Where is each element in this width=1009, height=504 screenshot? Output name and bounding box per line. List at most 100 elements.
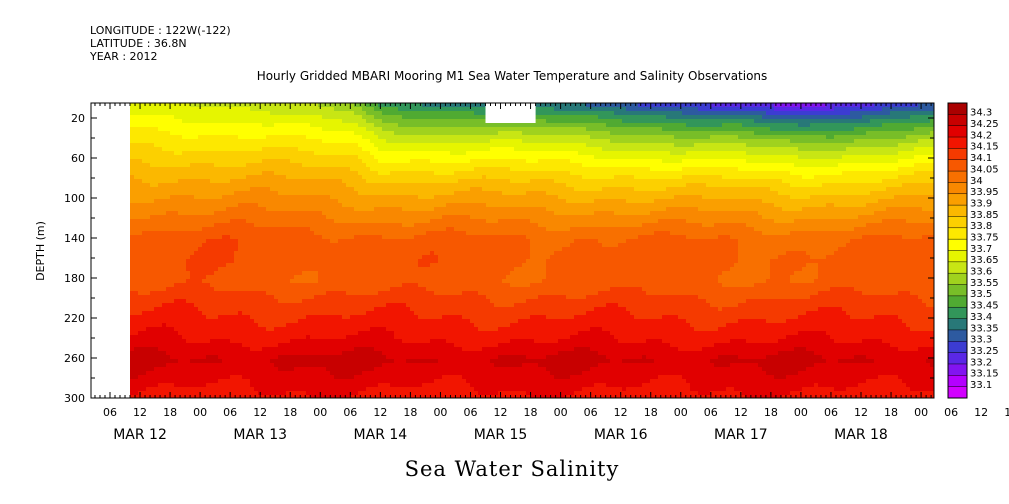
colorbar-swatch <box>948 137 967 149</box>
colorbar-swatch <box>948 318 967 331</box>
colorbar-swatch <box>948 273 967 285</box>
colorbar-swatch <box>948 171 967 183</box>
colorbar-label: 33.65 <box>970 255 999 266</box>
colorbar-label: 34.3 <box>970 108 992 119</box>
colorbar-swatch <box>948 341 967 353</box>
x-hour-label: 18 <box>644 406 658 419</box>
colorbar-swatch <box>948 205 967 217</box>
colorbar-swatch <box>948 295 967 308</box>
colorbar-label: 33.3 <box>970 335 992 346</box>
colorbar-swatch <box>948 239 967 251</box>
colorbar-label: 33.55 <box>970 278 999 289</box>
colorbar-swatch <box>948 159 967 172</box>
colorbar-label: 33.35 <box>970 323 999 334</box>
colorbar-label: 33.1 <box>970 380 992 391</box>
colorbar-swatch <box>948 216 967 229</box>
colorbar-label: 34.2 <box>970 130 992 141</box>
x-hour-label: 12 <box>253 406 267 419</box>
x-hour-label: 00 <box>674 406 688 419</box>
colorbar-swatch <box>948 125 967 138</box>
plot-frame <box>90 102 935 399</box>
colorbar-swatch <box>948 375 967 387</box>
x-hour-label: 18 <box>884 406 898 419</box>
chart-title: Hourly Gridded MBARI Mooring M1 Sea Wate… <box>257 69 768 83</box>
x-hour-label: 00 <box>914 406 928 419</box>
colorbar-label: 34 <box>970 176 983 187</box>
colorbar-label: 33.7 <box>970 244 992 255</box>
x-hour-label: 06 <box>103 406 117 419</box>
x-hour-label: 00 <box>193 406 207 419</box>
x-hour-label: 06 <box>463 406 477 419</box>
x-hour-label: 12 <box>734 406 748 419</box>
colorbar-label: 34.1 <box>970 153 992 164</box>
year-label: YEAR : 2012 <box>89 50 158 63</box>
x-day-label: MAR 14 <box>354 427 408 443</box>
x-hour-label: 12 <box>614 406 628 419</box>
x-day-label: MAR 16 <box>594 427 648 443</box>
colorbar-swatch <box>948 148 967 161</box>
y-tick-label: 220 <box>64 312 85 325</box>
colorbar-swatch <box>948 103 967 115</box>
x-hour-label: 06 <box>944 406 958 419</box>
x-hour-label: 06 <box>824 406 838 419</box>
y-tick-label: 60 <box>71 152 85 165</box>
x-hour-label: 18 <box>163 406 177 419</box>
x-day-label: MAR 13 <box>233 427 287 443</box>
missing-data-block <box>485 103 536 123</box>
colorbar-label: 33.75 <box>970 233 999 244</box>
x-hour-label: 12 <box>974 406 988 419</box>
colorbar-label: 33.9 <box>970 198 992 209</box>
y-tick-label: 180 <box>64 272 85 285</box>
x-hour-label: 18 <box>524 406 538 419</box>
longitude-label: LONGITUDE : 122W(-122) <box>90 24 231 37</box>
x-hour-label: 00 <box>433 406 447 419</box>
colorbar-swatch <box>948 284 967 297</box>
latitude-label: LATITUDE : 36.8N <box>90 37 187 50</box>
colorbar-label: 34.15 <box>970 142 999 153</box>
x-hour-label: 18 <box>403 406 417 419</box>
x-hour-label: 06 <box>584 406 598 419</box>
x-hour-label: 18 <box>283 406 297 419</box>
heatmap-field <box>130 103 935 399</box>
x-day-label: MAR 18 <box>834 427 888 443</box>
colorbar-swatch <box>948 352 967 365</box>
colorbar-label: 33.15 <box>970 369 999 380</box>
x-hour-label: 06 <box>343 406 357 419</box>
x-hour-label: 00 <box>554 406 568 419</box>
colorbar-swatch <box>948 261 967 274</box>
x-hour-label: 12 <box>854 406 868 419</box>
y-tick-label: 260 <box>64 352 85 365</box>
plot-axes: 20 60 100 140 180 220 260 300 06 12 18 00 06 12 18 00 06… <box>64 102 1009 443</box>
y-tick-label: 100 <box>64 192 85 205</box>
x-day-label: MAR 15 <box>474 427 528 443</box>
y-tick-label: 140 <box>64 232 85 245</box>
x-hour-label: 12 <box>373 406 387 419</box>
x-hour-label: 12 <box>494 406 508 419</box>
colorbar-label: 34.25 <box>970 119 999 130</box>
x-hour-label: 06 <box>704 406 718 419</box>
colorbar-label: 33.95 <box>970 187 999 198</box>
x-hour-label: 00 <box>794 406 808 419</box>
colorbar-label: 33.2 <box>970 357 992 368</box>
y-tick-label: 300 <box>64 392 85 405</box>
x-hour-label: 18 <box>1004 406 1009 419</box>
colorbar-label: 33.8 <box>970 221 992 232</box>
y-tick-label: 20 <box>71 112 85 125</box>
variable-title: Sea Water Salinity <box>405 457 620 481</box>
colorbar-swatch <box>948 114 967 126</box>
y-axis-title: DEPTH (m) <box>34 221 47 281</box>
colorbar-label: 33.4 <box>970 312 992 323</box>
x-hour-label: 00 <box>313 406 327 419</box>
colorbar-swatch <box>948 329 967 342</box>
x-day-label: MAR 17 <box>714 427 768 443</box>
colorbar-swatch <box>948 227 967 240</box>
x-hour-label: 06 <box>223 406 237 419</box>
colorbar-swatch <box>948 193 967 206</box>
x-day-label: MAR 12 <box>113 427 167 443</box>
x-hour-label: 12 <box>133 406 147 419</box>
colorbar-label: 34.05 <box>970 164 999 175</box>
x-hour-label: 18 <box>764 406 778 419</box>
colorbar-swatch <box>948 363 967 376</box>
